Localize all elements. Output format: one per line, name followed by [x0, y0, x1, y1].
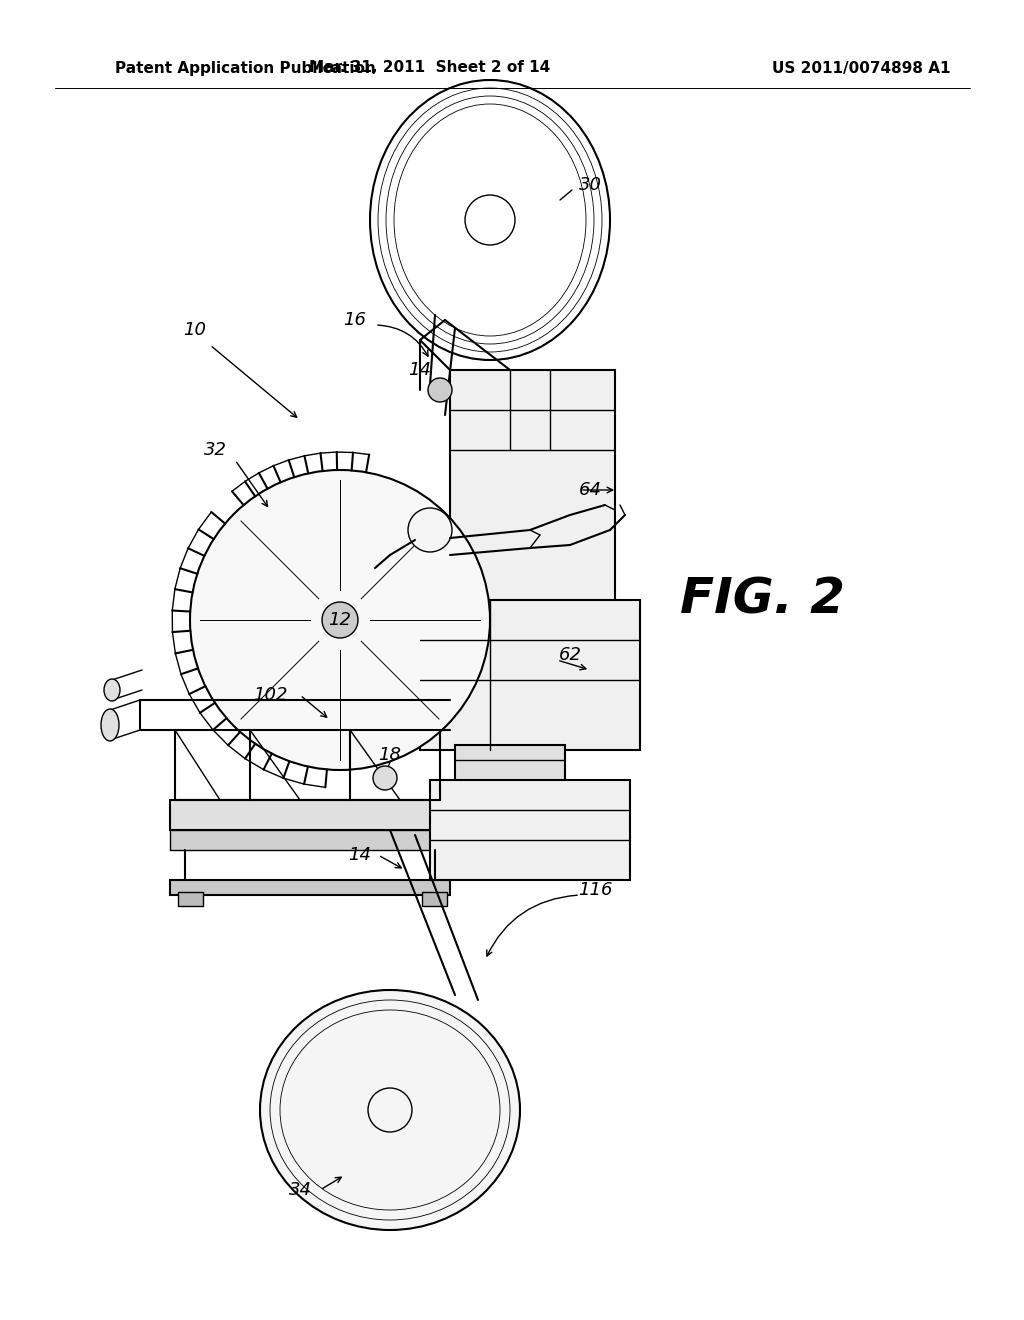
Bar: [430, 780, 630, 880]
Text: 14: 14: [409, 360, 431, 379]
Text: 12: 12: [329, 611, 351, 630]
Bar: [420, 601, 640, 750]
Text: 10: 10: [183, 321, 207, 339]
Text: 30: 30: [579, 176, 601, 194]
Ellipse shape: [104, 678, 120, 701]
Bar: [450, 370, 615, 620]
Ellipse shape: [260, 990, 520, 1230]
Text: FIG. 2: FIG. 2: [680, 576, 845, 624]
Text: 116: 116: [578, 880, 612, 899]
Circle shape: [190, 470, 490, 770]
Bar: [170, 800, 450, 830]
Text: 64: 64: [579, 480, 601, 499]
Text: 18: 18: [379, 746, 401, 764]
Circle shape: [428, 378, 452, 403]
Text: 16: 16: [343, 312, 367, 329]
Bar: [178, 892, 203, 906]
Circle shape: [408, 508, 452, 552]
Text: 34: 34: [289, 1181, 311, 1199]
Text: 102: 102: [253, 686, 288, 704]
Text: Patent Application Publication: Patent Application Publication: [115, 61, 376, 75]
Bar: [422, 892, 447, 906]
Circle shape: [322, 602, 358, 638]
Bar: [455, 744, 565, 795]
Text: 14: 14: [348, 846, 372, 865]
Bar: [170, 880, 450, 895]
Text: Mar. 31, 2011  Sheet 2 of 14: Mar. 31, 2011 Sheet 2 of 14: [309, 61, 551, 75]
Circle shape: [373, 766, 397, 789]
Bar: [170, 830, 450, 850]
Text: 62: 62: [558, 645, 582, 664]
Text: US 2011/0074898 A1: US 2011/0074898 A1: [771, 61, 950, 75]
Text: 32: 32: [204, 441, 226, 459]
Ellipse shape: [101, 709, 119, 741]
